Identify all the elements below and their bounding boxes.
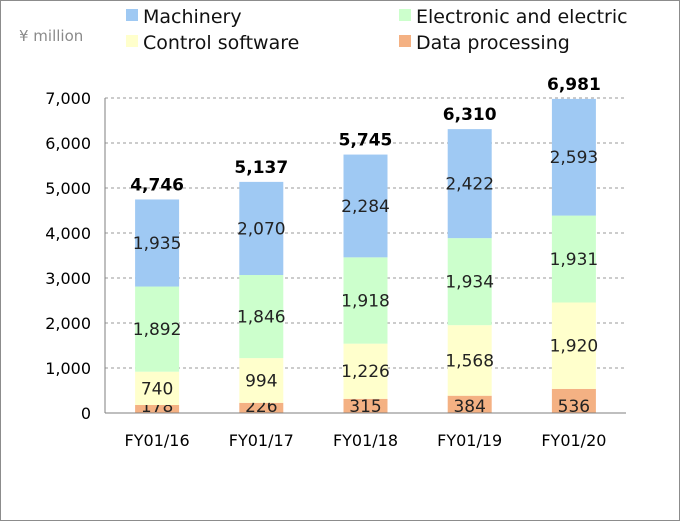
legend-label: Data processing [416, 32, 570, 54]
unit-label: ¥ million [19, 27, 83, 45]
data-label: 1,846 [237, 308, 286, 328]
bar-segment [239, 402, 284, 413]
data-label: 315 [349, 397, 381, 417]
legend: Machinery Electronic and electric Control … [126, 6, 628, 54]
bar-segment [135, 286, 180, 372]
y-axis: 0 1,000 2,000 3,000 4,000 5,000 6,000 7,000 [45, 89, 106, 423]
bar-segment [239, 358, 284, 403]
bar-segment [551, 215, 596, 303]
bar-segment [551, 388, 596, 413]
data-label: 1,892 [133, 320, 182, 340]
data-label: 740 [141, 379, 173, 399]
y-tick-label: 7,000 [45, 89, 91, 108]
data-label: 536 [558, 397, 590, 417]
data-label: 2,284 [341, 197, 390, 217]
y-tick-label: 2,000 [45, 314, 91, 333]
x-tick-label: FY01/18 [333, 431, 398, 450]
y-tick-label: 0 [81, 404, 91, 423]
y-tick-label: 1,000 [45, 359, 91, 378]
bars: 1787401,8921,9354,7462269941,8462,0705,1… [130, 75, 601, 417]
bar-segment [343, 398, 388, 413]
x-tick-label: FY01/17 [229, 431, 294, 450]
data-label: 2,070 [237, 219, 286, 239]
data-label: 1,920 [550, 337, 599, 357]
bar-segment [135, 404, 180, 413]
bar-segment [447, 395, 492, 413]
legend-label: Machinery [143, 6, 242, 28]
y-tick-label: 4,000 [45, 224, 91, 243]
bar-segment [239, 275, 284, 359]
total-label: 5,137 [234, 158, 288, 178]
data-label: 1,931 [550, 250, 599, 270]
bar-segment [343, 257, 388, 344]
bar-segment [135, 371, 180, 405]
y-tick-label: 6,000 [45, 134, 91, 153]
bar-segment [447, 325, 492, 396]
bar-segment [135, 199, 180, 287]
legend-swatch [126, 35, 138, 47]
legend-label: Control software [143, 32, 299, 54]
data-label: 1,226 [341, 362, 390, 382]
total-label: 4,746 [130, 175, 184, 195]
total-label: 6,310 [443, 105, 497, 125]
data-label: 1,935 [133, 234, 182, 254]
x-tick-label: FY01/20 [541, 431, 606, 450]
data-label: 2,593 [550, 148, 599, 168]
bar-segment [343, 343, 388, 399]
legend-swatch [126, 9, 138, 21]
data-label: 2,422 [445, 175, 494, 195]
x-tick-label: FY01/16 [125, 431, 190, 450]
data-label: 1,934 [445, 273, 494, 293]
data-label: 1,568 [445, 351, 494, 371]
total-label: 5,745 [339, 130, 393, 150]
x-axis: FY01/16 FY01/17 FY01/18 FY01/19 FY01/20 [105, 412, 626, 450]
y-tick-label: 5,000 [45, 179, 91, 198]
x-tick-label: FY01/19 [437, 431, 502, 450]
bar-segment [447, 238, 492, 326]
total-label: 6,981 [547, 75, 601, 95]
legend-swatch [399, 9, 411, 21]
data-label: 384 [453, 397, 485, 417]
legend-label: Electronic and electric [416, 6, 628, 28]
legend-swatch [399, 35, 411, 47]
data-label: 1,918 [341, 292, 390, 312]
bar-segment [447, 129, 492, 239]
y-tick-label: 3,000 [45, 269, 91, 288]
bar-segment [551, 302, 596, 389]
bar-segment [239, 181, 284, 276]
bar-segment [551, 98, 596, 216]
bar-segment [343, 154, 388, 258]
data-label: 994 [245, 371, 277, 391]
